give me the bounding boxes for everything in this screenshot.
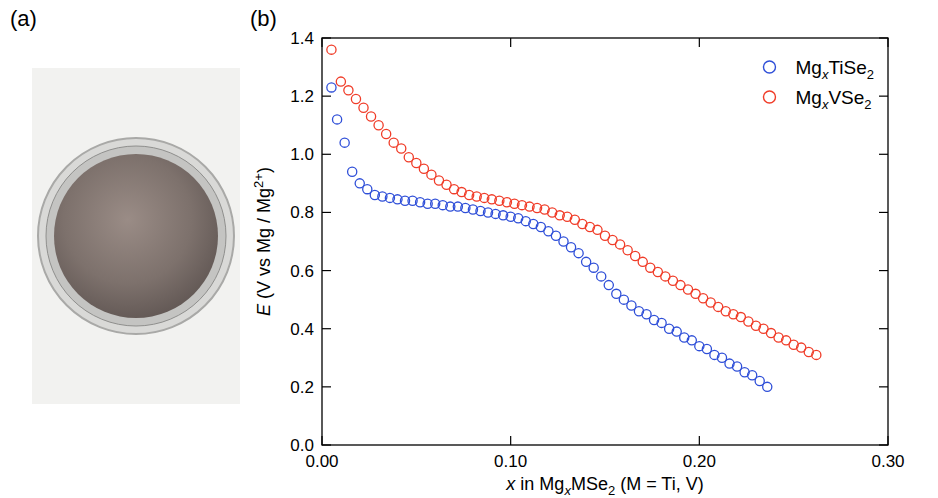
point bbox=[589, 263, 598, 272]
point bbox=[344, 86, 353, 95]
point bbox=[359, 103, 368, 112]
electrode-disc bbox=[54, 154, 218, 318]
panel-label: (b) bbox=[250, 6, 277, 31]
point bbox=[604, 281, 613, 290]
text-run: Se bbox=[844, 57, 867, 78]
legend-label: MgxVSe2 bbox=[795, 87, 871, 112]
y-tick-right bbox=[879, 386, 888, 387]
panel-label: (a) bbox=[10, 6, 37, 31]
text-run: Ti bbox=[828, 57, 843, 78]
point bbox=[763, 382, 772, 391]
series bbox=[327, 83, 772, 392]
text-run: (V vs Mg / bbox=[254, 213, 274, 304]
text-run: V bbox=[828, 87, 841, 108]
cell-rim bbox=[38, 138, 234, 334]
y-tick-right bbox=[879, 328, 888, 329]
text-run: in bbox=[515, 474, 539, 494]
point bbox=[382, 129, 391, 138]
point bbox=[366, 112, 375, 121]
y-tick-label: 0.4 bbox=[290, 320, 314, 339]
x-tick-top bbox=[699, 38, 700, 47]
y-tick bbox=[322, 328, 331, 329]
text-run: Mg bbox=[539, 474, 564, 494]
text-run: Mg bbox=[795, 57, 821, 78]
point bbox=[574, 249, 583, 258]
text-run: 2 bbox=[608, 483, 615, 498]
y-tick bbox=[322, 270, 331, 271]
y-axis-title: E (V vs Mg / Mg2+) bbox=[251, 167, 274, 316]
point bbox=[397, 144, 406, 153]
text-run: Se bbox=[586, 474, 608, 494]
figure: (a)(b)0.000.100.200.300.00.20.40.60.81.0… bbox=[0, 0, 938, 498]
y-tick-label: 1.0 bbox=[290, 145, 314, 164]
legend-marker bbox=[763, 91, 775, 103]
point bbox=[327, 45, 336, 54]
y-tick-right bbox=[879, 154, 888, 155]
y-tick-right bbox=[879, 212, 888, 213]
x-axis-title: x in MgxMSe2 (M = Ti, V) bbox=[505, 474, 703, 498]
point bbox=[812, 350, 821, 359]
legend: MgxTiSe2 MgxVSe2 bbox=[763, 57, 874, 112]
text-run: Se bbox=[841, 87, 864, 108]
x-tick-label: 0.20 bbox=[683, 452, 716, 471]
x-tick bbox=[699, 436, 700, 445]
y-tick-right bbox=[879, 270, 888, 271]
y-tick-label: 0.2 bbox=[290, 378, 314, 397]
photo-background bbox=[32, 68, 240, 404]
point bbox=[351, 94, 360, 103]
point bbox=[336, 77, 345, 86]
point bbox=[374, 121, 383, 130]
plot-frame bbox=[322, 38, 888, 445]
y-tick-label: 0.0 bbox=[290, 436, 314, 455]
text-run: Mg bbox=[795, 87, 821, 108]
y-tick-label: 1.4 bbox=[290, 29, 314, 48]
cell-rim-inner bbox=[46, 146, 226, 326]
y-tick-label: 1.2 bbox=[290, 87, 314, 106]
y-tick bbox=[322, 386, 331, 387]
point bbox=[348, 167, 357, 176]
x-tick-label: 0.30 bbox=[871, 452, 904, 471]
y-tick bbox=[322, 96, 331, 97]
x-tick-top bbox=[510, 38, 511, 47]
text-run: 2 bbox=[867, 67, 874, 82]
y-tick-label: 0.6 bbox=[290, 262, 314, 281]
point bbox=[340, 138, 349, 147]
point bbox=[597, 272, 606, 281]
photo bbox=[32, 68, 240, 404]
data-points bbox=[327, 45, 821, 391]
y-tick-right bbox=[879, 96, 888, 97]
text-run: 2+ bbox=[251, 173, 266, 188]
y-tick bbox=[322, 154, 331, 155]
point bbox=[332, 115, 341, 124]
text-run: ) bbox=[254, 167, 274, 173]
series bbox=[327, 45, 821, 359]
text-run: M bbox=[571, 474, 586, 494]
text-run: Mg bbox=[254, 188, 274, 213]
legend-label: MgxTiSe2 bbox=[795, 57, 874, 82]
text-run: (M = Ti, V) bbox=[615, 474, 704, 494]
y-tick bbox=[322, 212, 331, 213]
text-run: 2 bbox=[864, 97, 871, 112]
point bbox=[327, 83, 336, 92]
x-tick-label: 0.10 bbox=[494, 452, 527, 471]
x-tick bbox=[510, 436, 511, 445]
y-tick-label: 0.8 bbox=[290, 203, 314, 222]
legend-marker bbox=[763, 61, 775, 73]
